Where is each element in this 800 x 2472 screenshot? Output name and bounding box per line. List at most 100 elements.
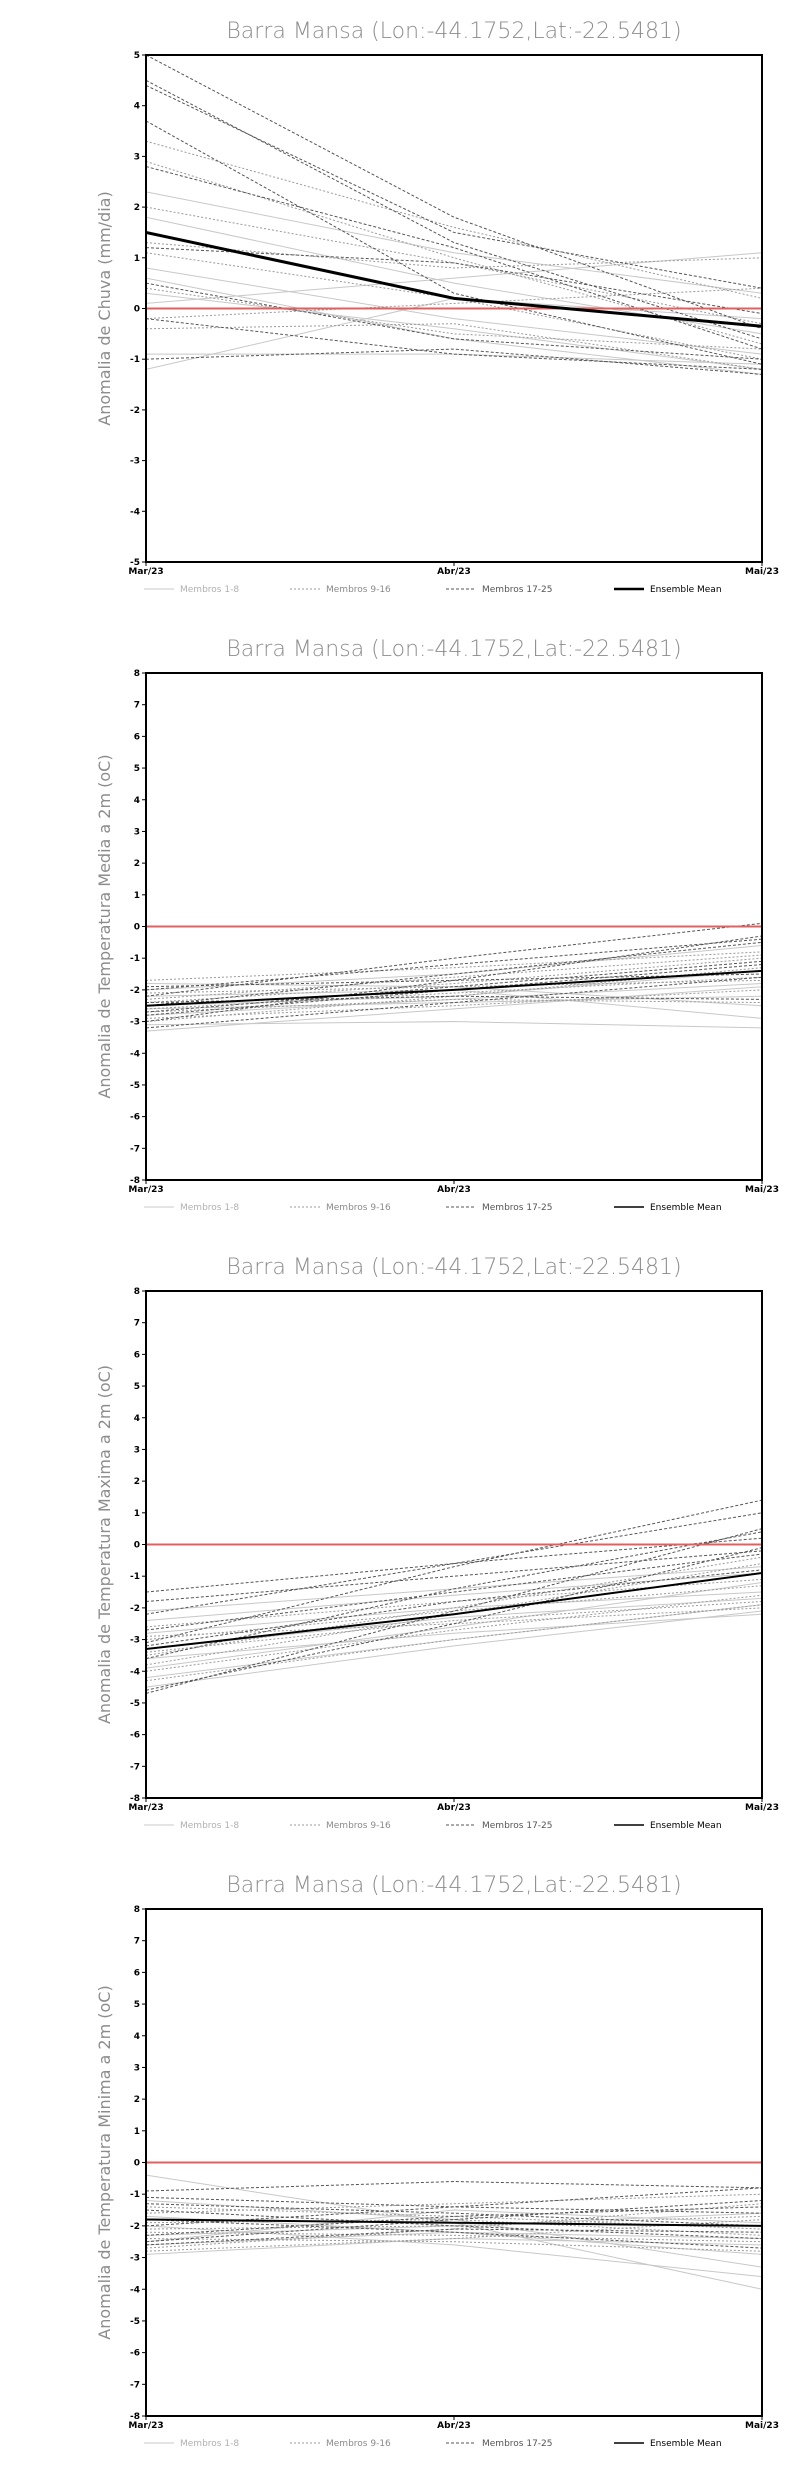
legend-label-2: Membros 9-16 [326,585,391,595]
member-line-15 [146,2231,762,2243]
member-line-14 [146,287,762,320]
y-tick-label: -5 [130,2317,140,2327]
y-tick-label: 7 [134,1319,140,1329]
y-tick-label: 4 [134,796,140,806]
chart-panel-1: Barra Mansa (Lon:-44.1752,Lat:-22.5481) A… [95,19,779,595]
y-tick-label: -4 [130,507,140,517]
y-tick-label: 5 [134,2000,140,2010]
series-group [146,1499,762,1694]
legend-label-1: Membros 1-8 [180,2439,239,2449]
member-line-10 [146,989,762,1019]
member-line-17 [146,941,762,1007]
member-line-24 [146,960,762,1013]
x-tick-label: Mar/23 [128,1803,163,1813]
x-tick-label: Mar/23 [128,2421,163,2431]
ensemble-mean-line [146,1572,762,1651]
ensemble-mean-line [146,230,762,328]
y-tick-label: -3 [130,2254,140,2264]
member-line-5 [146,252,762,304]
legend-label-3: Membros 17-25 [482,1821,553,1831]
member-line-11 [146,951,762,981]
chart-title: Barra Mansa (Lon:-44.1752,Lat:-22.5481) [226,637,681,662]
member-line-20 [146,120,762,365]
series-group [146,2161,762,2290]
y-tick-label: 2 [134,1477,140,1487]
member-line-7 [146,1597,762,1650]
member-line-21 [146,166,762,350]
y-tick-label: 5 [134,51,140,61]
member-line-15 [146,998,762,1013]
chart-title: Barra Mansa (Lon:-44.1752,Lat:-22.5481) [226,1873,681,1898]
member-line-21 [146,2219,762,2249]
member-line-22 [146,1553,762,1631]
y-tick-label: 0 [134,305,140,315]
y-tick-label: -1 [130,355,140,365]
member-line-9 [146,206,762,325]
y-tick-label: -7 [130,2380,140,2390]
y-tick-label: -3 [130,457,140,467]
member-line-14 [146,2193,762,2214]
y-tick-label: -2 [130,406,140,416]
member-line-18 [146,935,762,1023]
y-tick-label: -3 [130,1636,140,1646]
chart-panel-3: Barra Mansa (Lon:-44.1752,Lat:-22.5481) A… [95,1255,779,1831]
x-tick-label: Mai/23 [745,567,779,577]
member-line-21 [146,1531,762,1660]
y-axis-label: Anomalia de Temperatura Minima a 2m (oC) [95,1985,114,2339]
plot-frame [145,672,763,1181]
member-line-6 [146,2215,762,2240]
chart-panel-4: Barra Mansa (Lon:-44.1752,Lat:-22.5481) A… [95,1873,779,2449]
y-tick-label: 6 [134,732,140,742]
y-tick-label: -6 [130,2349,140,2359]
member-line-18 [146,1512,762,1615]
y-tick-label: 7 [134,1937,140,1947]
y-tick-label: 4 [134,2032,140,2042]
member-line-20 [146,1528,762,1694]
x-tick-label: Mai/23 [745,1803,779,1813]
member-line-16 [146,1604,762,1682]
member-line-11 [146,242,762,269]
legend-label-4: Ensemble Mean [650,1203,722,1213]
y-tick-label: -5 [130,1699,140,1709]
member-line-7 [146,986,762,1032]
member-line-14 [146,1607,762,1637]
y-tick-label: -1 [130,1572,140,1582]
y-tick-label: 3 [134,152,140,162]
member-line-10 [146,2215,762,2230]
y-tick-label: -2 [130,2222,140,2232]
member-line-12 [146,323,762,370]
member-line-16 [146,954,762,1000]
y-tick-label: 2 [134,203,140,213]
y-tick-label: -1 [130,2190,140,2200]
member-line-9 [146,957,762,1004]
y-tick-label: 1 [134,1509,140,1519]
x-tick-label: Mai/23 [745,1185,779,1195]
y-tick-label: 1 [134,2127,140,2137]
member-line-25 [146,247,762,315]
member-line-7 [146,277,762,375]
y-tick-label: -8 [130,1794,140,1804]
member-line-14 [146,979,762,994]
member-line-1 [146,292,762,370]
legend-label-3: Membros 17-25 [482,2439,553,2449]
y-tick-label: -2 [130,986,140,996]
chart-title: Barra Mansa (Lon:-44.1752,Lat:-22.5481) [226,1255,681,1280]
y-tick-label: 2 [134,2095,140,2105]
y-tick-label: 3 [134,1445,140,1455]
legend-label-4: Ensemble Mean [650,2439,722,2449]
legend-label-2: Membros 9-16 [326,1203,391,1213]
y-tick-label: 8 [134,1905,140,1915]
y-tick-label: 3 [134,2063,140,2073]
y-tick-label: -4 [130,2285,140,2295]
y-tick-label: 8 [134,669,140,679]
ensemble-mean-line [146,969,762,1007]
member-line-16 [146,2219,762,2252]
member-line-25 [146,2196,762,2214]
member-line-10 [146,1594,762,1672]
legend-label-3: Membros 17-25 [482,585,553,595]
y-tick-label: 0 [134,923,140,933]
member-line-8 [146,995,762,1010]
y-tick-label: 5 [134,764,140,774]
legend-label-2: Membros 9-16 [326,1821,391,1831]
